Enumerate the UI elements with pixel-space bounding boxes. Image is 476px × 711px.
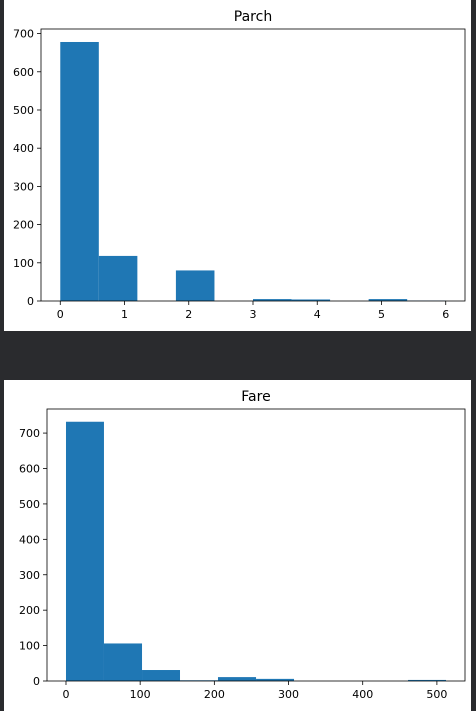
x-tick-label: 200 bbox=[204, 688, 225, 701]
y-tick-label: 600 bbox=[19, 463, 40, 476]
x-tick-label: 3 bbox=[250, 308, 257, 321]
y-tick-label: 700 bbox=[13, 28, 34, 41]
y-tick-label: 0 bbox=[33, 675, 40, 688]
x-tick-label: 5 bbox=[378, 308, 385, 321]
histogram-bar bbox=[175, 270, 215, 301]
y-tick-label: 300 bbox=[13, 180, 34, 193]
y-tick-label: 400 bbox=[19, 533, 40, 546]
y-tick-label: 300 bbox=[19, 569, 40, 582]
chart-title: Fare bbox=[241, 389, 270, 405]
histogram-bar bbox=[60, 41, 99, 301]
y-tick-label: 100 bbox=[19, 640, 40, 653]
x-tick-label: 6 bbox=[442, 308, 449, 321]
y-tick-label: 200 bbox=[13, 219, 34, 232]
histogram-bar bbox=[98, 255, 138, 301]
y-tick-label: 600 bbox=[13, 66, 34, 79]
histogram-bar bbox=[408, 679, 447, 681]
histogram-bar bbox=[65, 421, 104, 681]
histogram-bar bbox=[368, 299, 408, 301]
y-tick-label: 700 bbox=[19, 427, 40, 440]
x-tick-label: 300 bbox=[278, 688, 299, 701]
x-tick-label: 4 bbox=[314, 308, 321, 321]
y-tick-label: 200 bbox=[19, 604, 40, 617]
y-tick-label: 500 bbox=[13, 104, 34, 117]
y-tick-label: 100 bbox=[13, 257, 34, 270]
histogram-bar bbox=[142, 670, 181, 681]
y-tick-label: 0 bbox=[27, 295, 34, 308]
x-tick-label: 500 bbox=[426, 688, 447, 701]
histogram-bar bbox=[217, 677, 257, 681]
x-tick-label: 0 bbox=[62, 688, 69, 701]
y-tick-label: 400 bbox=[13, 142, 34, 155]
histogram-bar bbox=[256, 678, 295, 681]
x-tick-label: 0 bbox=[57, 308, 64, 321]
parch-histogram: Parch 0 1 2 3 4 5 6 0 100 200 300 400 500 600 700 bbox=[13, 9, 466, 321]
parch-histogram-panel: Parch 0 1 2 3 4 5 6 0 100 200 300 400 500 600 700 bbox=[4, 0, 471, 331]
axes-frame bbox=[46, 408, 466, 682]
x-tick-label: 100 bbox=[130, 688, 151, 701]
fare-histogram-panel: Fare 0 100 200 300 400 500 0 100 200 300 400 500 600 7… bbox=[4, 380, 471, 711]
histogram-bar bbox=[253, 299, 292, 301]
fare-histogram: Fare 0 100 200 300 400 500 0 100 200 300 400 500 600 7… bbox=[19, 389, 466, 701]
x-tick-label: 1 bbox=[121, 308, 128, 321]
histogram-bar bbox=[291, 299, 331, 301]
histogram-bar bbox=[103, 643, 143, 681]
chart-title: Parch bbox=[234, 9, 272, 25]
x-tick-label: 2 bbox=[185, 308, 192, 321]
x-tick-label: 400 bbox=[352, 688, 373, 701]
y-tick-label: 500 bbox=[19, 498, 40, 511]
